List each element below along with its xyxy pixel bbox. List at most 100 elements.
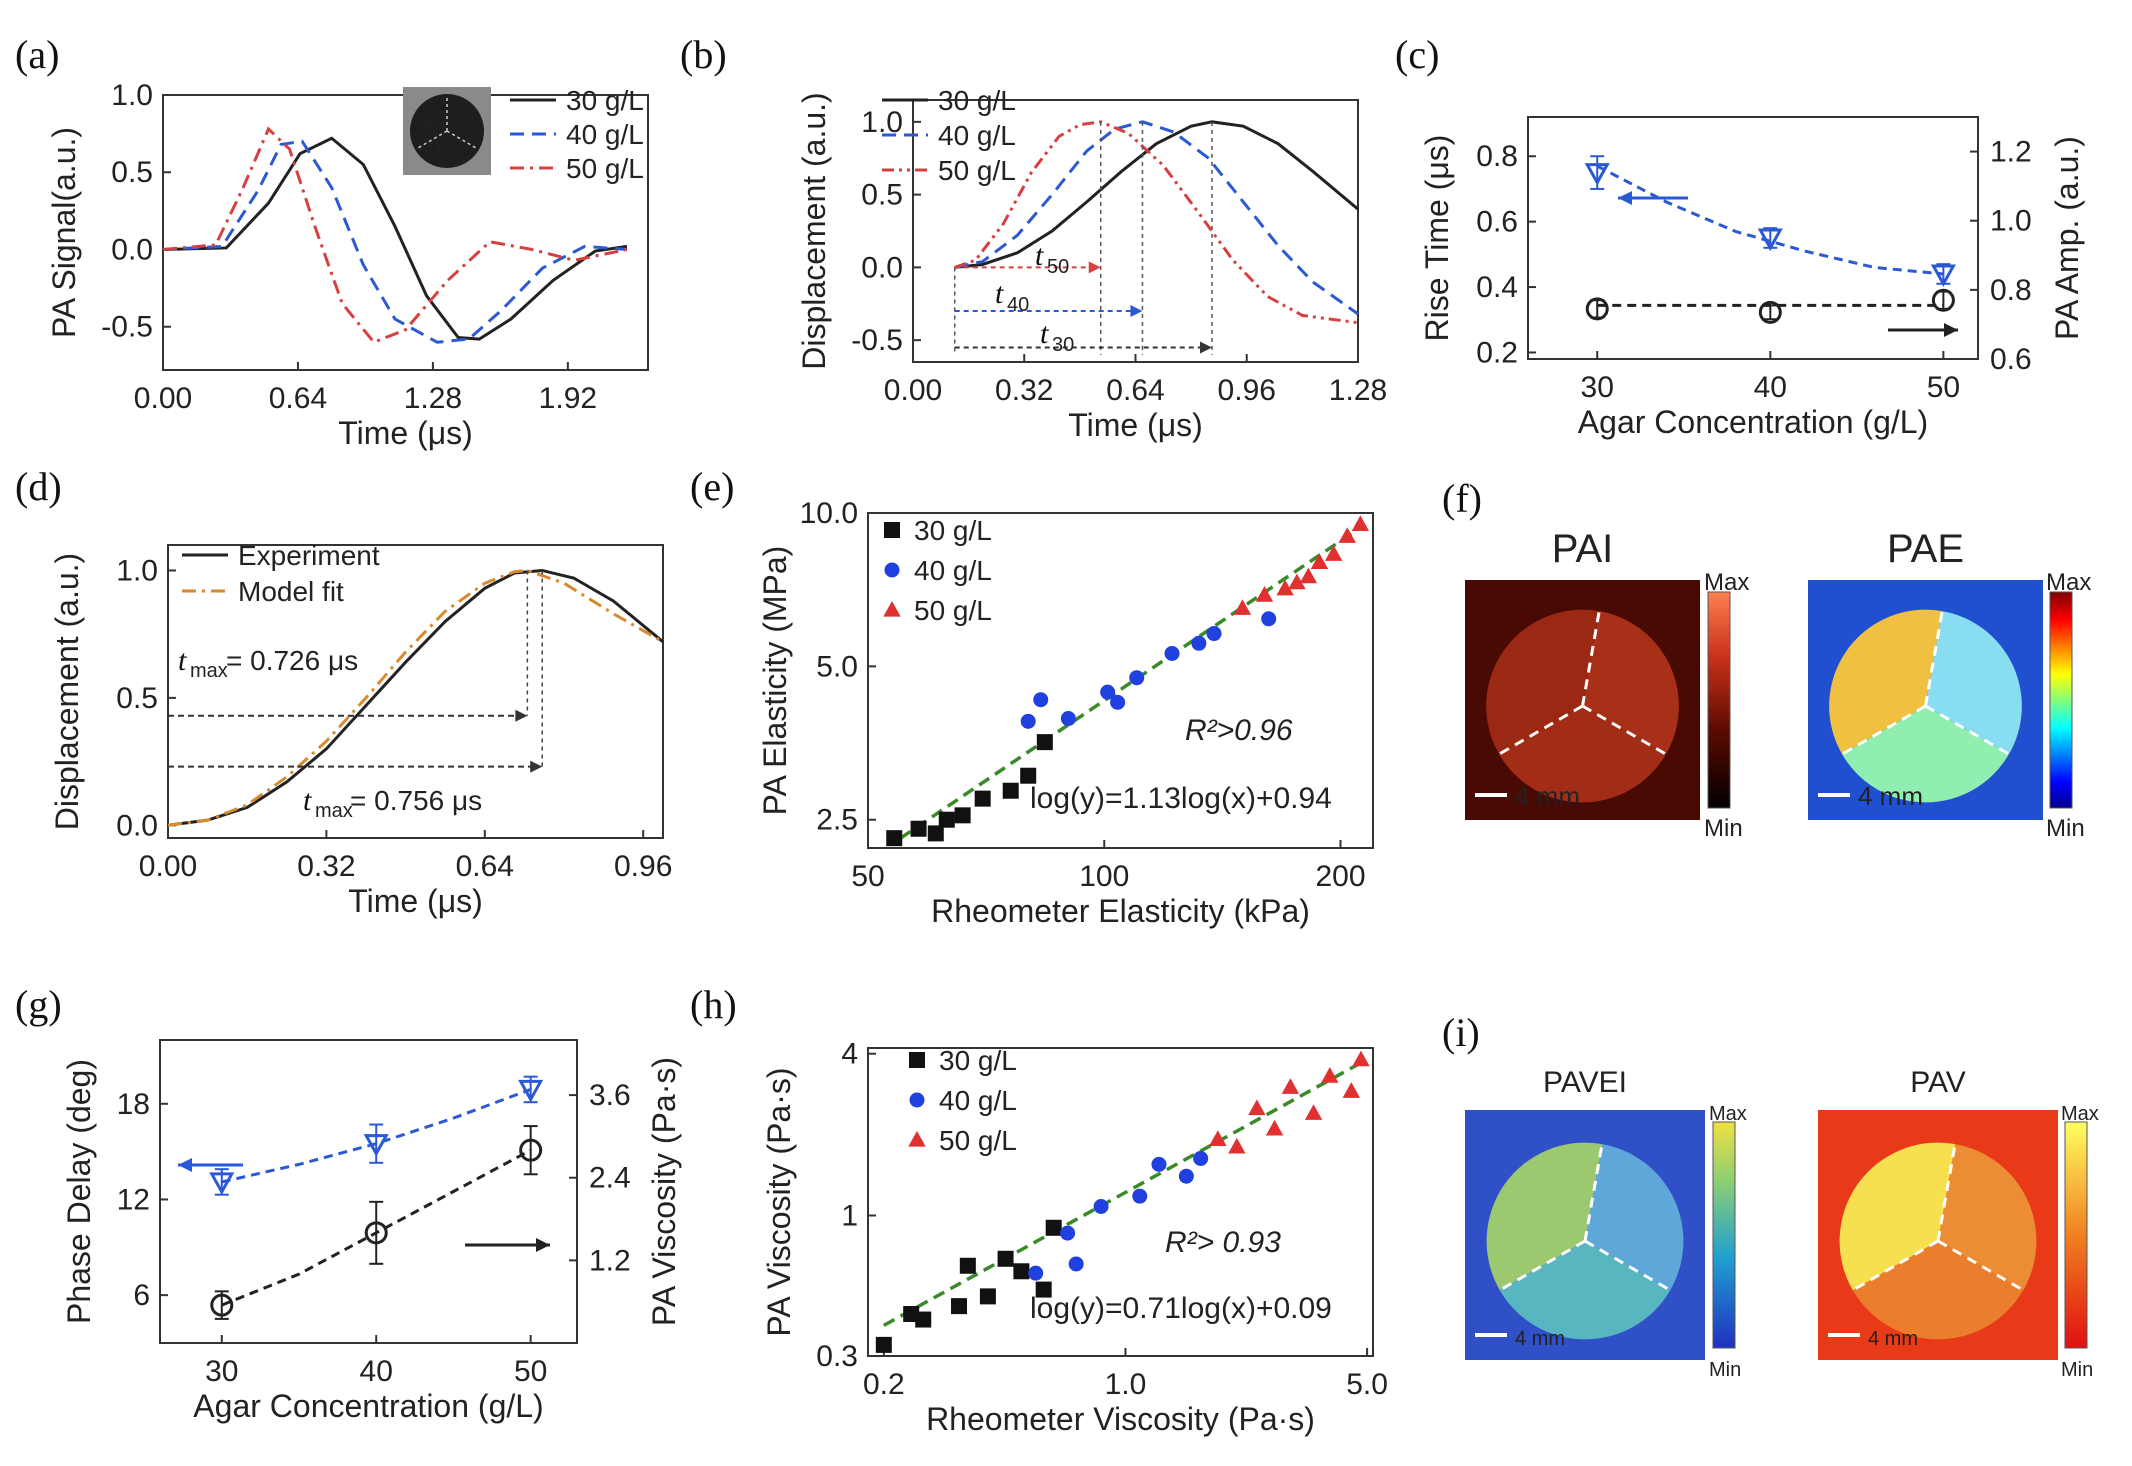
panel-label: (g) — [15, 982, 62, 1027]
legend-entry: 50 g/L — [938, 155, 1016, 186]
data-point — [974, 790, 991, 807]
time-arrow-head — [1199, 341, 1212, 354]
data-point — [1178, 1168, 1194, 1184]
data-point — [1304, 1104, 1323, 1120]
data-point — [209, 1172, 235, 1196]
x-tick-label: 0.00 — [139, 850, 197, 883]
inset-label: 40 — [455, 112, 475, 132]
x-tick-label: 0.64 — [1106, 374, 1164, 407]
image-title: PAE — [1887, 527, 1964, 571]
annotation-sub: max — [190, 660, 228, 682]
image-title: PAVEI — [1543, 1066, 1627, 1099]
inset-label: 50 — [437, 142, 457, 162]
data-point — [1209, 1130, 1227, 1146]
x-tick-label: 40 — [1754, 371, 1787, 404]
phantom-sector — [1486, 609, 1600, 755]
data-point — [997, 1250, 1014, 1267]
phantom-sector — [1499, 706, 1666, 803]
data-point — [1191, 635, 1207, 651]
data-point — [210, 1293, 234, 1317]
x-tick-label: 1.28 — [404, 382, 462, 415]
data-point — [927, 825, 944, 842]
y-axis-label: Phase Delay (deg) — [61, 1059, 97, 1324]
legend-marker — [883, 600, 901, 617]
legend-entry: 50 g/L — [914, 595, 992, 626]
data-point — [1093, 1199, 1109, 1215]
data-point — [1020, 767, 1037, 784]
data-point — [518, 1079, 544, 1103]
y-tick-label: 0.0 — [116, 809, 158, 842]
data-point — [1028, 1265, 1044, 1281]
colorbar — [1707, 591, 1731, 809]
data-point — [1206, 626, 1222, 642]
legend-entry: 30 g/L — [939, 1045, 1017, 1076]
annotation-t: t — [1035, 239, 1044, 272]
data-point — [1020, 713, 1036, 729]
time-arrow-head — [530, 760, 543, 773]
data-point — [1299, 567, 1318, 584]
panel-label: (a) — [15, 32, 59, 77]
phantom-sector — [1829, 609, 1943, 755]
panel-label: (e) — [690, 464, 734, 509]
panel-label: (b) — [680, 32, 727, 77]
y2-tick-label: 3.6 — [589, 1079, 631, 1112]
y-axis-label: PA Signal(a.u.) — [46, 127, 82, 338]
scale-bar-label: 4 mm — [1858, 781, 1923, 811]
y-tick-label: 1 — [841, 1199, 858, 1232]
annotation-sub: 50 — [1047, 256, 1069, 278]
annotation-sub: 40 — [1007, 294, 1029, 316]
r-squared: R²>0.96 — [1185, 714, 1293, 747]
series-line — [162, 139, 628, 344]
data-point — [886, 830, 903, 847]
y-tick-label: 0.6 — [1476, 206, 1518, 239]
series-line — [167, 568, 664, 827]
y2-axis-label: PA Amp. (a.u.) — [2049, 136, 2085, 340]
series-line — [954, 120, 1359, 269]
y-tick-label: 0.2 — [1476, 336, 1518, 369]
colorbar-max-label: Max — [2061, 1103, 2099, 1125]
x-tick-label: 50 — [851, 860, 884, 893]
y-axis-label: Displacement (a.u.) — [49, 553, 85, 830]
data-point — [1281, 1078, 1300, 1094]
y-axis-label: PA Viscosity (Pa·s) — [761, 1067, 797, 1336]
scale-bar-label: 4 mm — [1868, 1328, 1918, 1350]
y-tick-label: 1.0 — [116, 554, 158, 587]
legend-entry: Experiment — [238, 540, 380, 571]
y2-tick-label: 2.4 — [589, 1162, 631, 1195]
y-tick-label: -0.5 — [101, 311, 153, 344]
legend-marker — [908, 1130, 926, 1147]
colorbar-min-label: Min — [2046, 815, 2085, 842]
phantom-sector — [1852, 1241, 2024, 1340]
axis-arrow-head — [1944, 323, 1958, 337]
y2-tick-label: 0.6 — [1990, 343, 2032, 376]
data-point — [1265, 1119, 1284, 1136]
y2-tick-label: 0.8 — [1990, 274, 2032, 307]
scale-bar-label: 4 mm — [1515, 781, 1580, 811]
phantom-sector — [1585, 1144, 1684, 1291]
data-point — [1584, 163, 1610, 186]
data-point — [1310, 553, 1329, 569]
annotation-t: t — [995, 277, 1004, 310]
legend-entry: 40 g/L — [938, 120, 1016, 151]
colorbar-min-label: Min — [1704, 815, 1743, 842]
x-tick-label: 0.32 — [297, 850, 355, 883]
colorbar — [1712, 1121, 1736, 1349]
data-point — [1261, 611, 1277, 627]
x-axis-label: Rheometer Elasticity (kPa) — [931, 893, 1310, 929]
fit-line — [221, 1088, 532, 1184]
colorbar-max-label: Max — [2046, 569, 2091, 596]
axis-arrow-head — [1618, 191, 1632, 205]
x-tick-label: 0.64 — [456, 850, 514, 883]
y-tick-label: 6 — [133, 1279, 150, 1312]
x-tick-label: 0.96 — [614, 850, 672, 883]
data-point — [1585, 297, 1609, 321]
fit-line — [899, 522, 1367, 840]
panel-label: (c) — [1395, 32, 1439, 77]
data-point — [938, 811, 955, 828]
data-point — [1342, 1082, 1360, 1098]
data-point — [1068, 1256, 1084, 1272]
y-tick-label: 0.4 — [1476, 271, 1518, 304]
legend-entry: 50 g/L — [566, 153, 644, 184]
y-tick-label: 0.8 — [1476, 140, 1518, 173]
x-axis-label: Rheometer Viscosity (Pa·s) — [926, 1401, 1315, 1437]
